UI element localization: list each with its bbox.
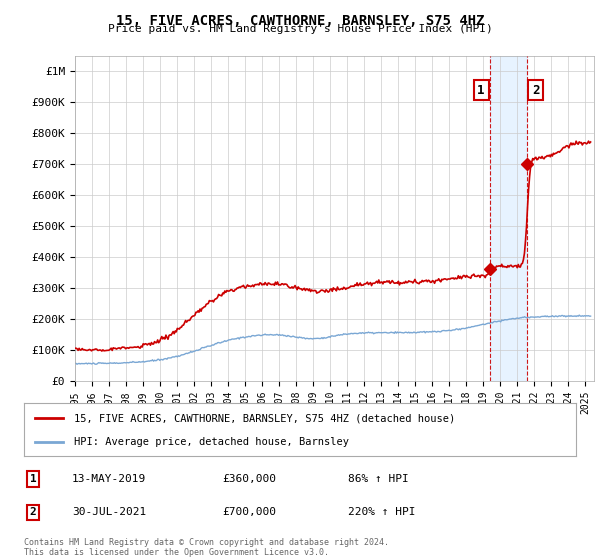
- Text: Price paid vs. HM Land Registry's House Price Index (HPI): Price paid vs. HM Land Registry's House …: [107, 24, 493, 34]
- Text: 2: 2: [532, 83, 539, 96]
- Text: 15, FIVE ACRES, CAWTHORNE, BARNSLEY, S75 4HZ (detached house): 15, FIVE ACRES, CAWTHORNE, BARNSLEY, S75…: [74, 413, 455, 423]
- Text: £700,000: £700,000: [222, 507, 276, 517]
- Text: 1: 1: [477, 83, 485, 96]
- Text: 15, FIVE ACRES, CAWTHORNE, BARNSLEY, S75 4HZ: 15, FIVE ACRES, CAWTHORNE, BARNSLEY, S75…: [116, 14, 484, 28]
- Text: 1: 1: [29, 474, 37, 484]
- Text: 13-MAY-2019: 13-MAY-2019: [72, 474, 146, 484]
- Text: 86% ↑ HPI: 86% ↑ HPI: [348, 474, 409, 484]
- Bar: [490, 56, 527, 381]
- Text: 2: 2: [29, 507, 37, 517]
- Text: 30-JUL-2021: 30-JUL-2021: [72, 507, 146, 517]
- Text: Contains HM Land Registry data © Crown copyright and database right 2024.
This d: Contains HM Land Registry data © Crown c…: [24, 538, 389, 557]
- Text: £360,000: £360,000: [222, 474, 276, 484]
- Text: HPI: Average price, detached house, Barnsley: HPI: Average price, detached house, Barn…: [74, 436, 349, 446]
- Text: 220% ↑ HPI: 220% ↑ HPI: [348, 507, 415, 517]
